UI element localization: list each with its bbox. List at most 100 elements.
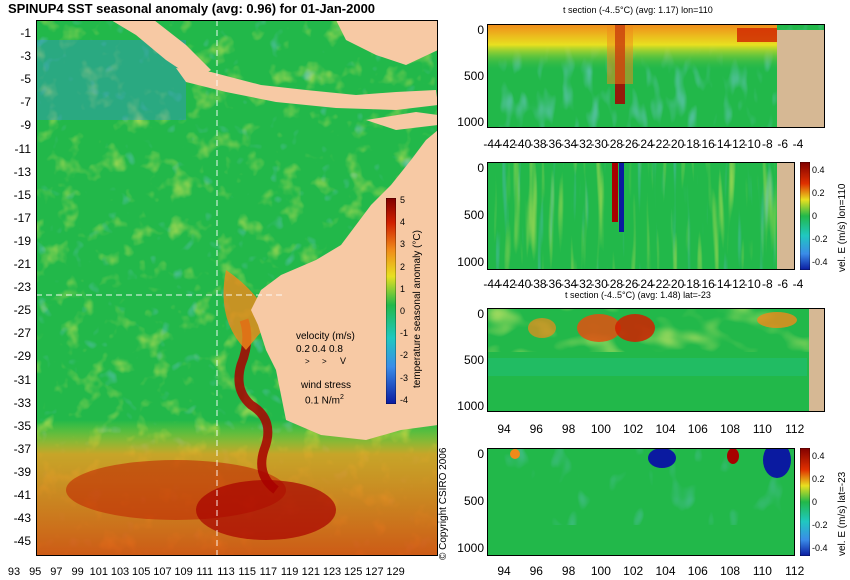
panel3-x-tick-5: 104 <box>655 422 676 436</box>
panel4-x-tick-7: 108 <box>720 564 741 578</box>
panel4-colorbar-label: vel. E (m/s) lat=-23 <box>837 471 848 556</box>
map-y-tick-11: -23 <box>13 280 31 295</box>
map-frame <box>36 20 438 556</box>
panel1-x-tick-5: -34 <box>559 137 578 151</box>
panel3-x-tick-2: 98 <box>561 422 576 436</box>
panel1-x-tick-17: -10 <box>743 137 761 151</box>
panel2-colorbar <box>800 162 810 270</box>
panel2-x-tick-18: -8 <box>762 277 773 291</box>
panel1-x-tick-6: -32 <box>575 137 593 151</box>
panel3-y-tick-0: 0 <box>477 307 484 321</box>
map-x-tick-3: 99 <box>71 566 84 578</box>
copyright-text: © Copyright CSIRO 2006 <box>438 447 449 560</box>
panel4-x-tick-1: 96 <box>529 564 543 578</box>
panel2-land <box>777 162 795 270</box>
sst-map <box>36 20 438 556</box>
map-y-tick-2: -5 <box>20 72 31 87</box>
map-y-tick-7: -15 <box>13 187 31 202</box>
sst-colorbar-tick-6: -1 <box>400 328 409 339</box>
panel2-x-tick-20: -4 <box>792 277 804 291</box>
map-y-tick-21: -43 <box>13 511 31 526</box>
panel1-land <box>777 30 825 128</box>
sst-colorbar-tick-1: 4 <box>400 217 406 228</box>
panel2-x-tick-1: -42 <box>498 277 516 291</box>
panel2-x-tick-10: -24 <box>636 277 654 291</box>
panel4-colorbar-tick-4: -0.4 <box>812 543 828 553</box>
panel3-x-tick-8: 110 <box>752 422 772 436</box>
map-y-tick-18: -37 <box>13 441 31 456</box>
panel1-x-tick-4: -36 <box>544 137 562 151</box>
panel3-x-tick-1: 96 <box>529 422 543 436</box>
panel1-x-tick-10: -24 <box>636 137 654 151</box>
panel2-colorbar-label: vel. E (m/s) lon=110 <box>837 183 848 272</box>
sst-colorbar-tick-8: -3 <box>400 372 409 383</box>
panel2-x-tick-4: -36 <box>544 277 562 291</box>
panel1-x-tick-7: -30 <box>590 137 608 151</box>
panel4-colorbar-tick-0: 0.4 <box>812 451 825 461</box>
land-borneo <box>336 20 438 65</box>
panel3-land <box>809 308 825 412</box>
panel1-y-tick-2: 1000 <box>457 115 484 129</box>
panel2-x-tick-3: -38 <box>529 277 547 291</box>
land-sumatra <box>111 20 211 80</box>
panel2-x-tick-9: -26 <box>621 277 639 291</box>
panel4-colorbar-tick-2: 0 <box>812 497 818 507</box>
map-x-tick-11: 115 <box>238 566 256 578</box>
map-x-tick-2: 97 <box>50 566 63 578</box>
panel4-colorbar <box>800 448 810 556</box>
velocity-arrow-1: > <box>305 357 310 366</box>
panel2-plot <box>487 162 795 270</box>
map-y-tick-16: -33 <box>13 395 31 410</box>
map-coastal-warm <box>223 270 271 350</box>
sst-colorbar-tick-0: 5 <box>400 195 406 205</box>
panel4-y-tick-1: 500 <box>463 494 484 508</box>
sst-colorbar-tick-3: 2 <box>400 261 406 272</box>
velocity-legend-label: velocity (m/s) <box>296 331 355 342</box>
panel4-plot <box>487 448 795 556</box>
panel2-colorbar-tick-3: -0.2 <box>812 234 828 244</box>
map-x-tick-12: 117 <box>259 566 278 578</box>
map-y-tick-17: -35 <box>13 418 31 433</box>
sst-colorbar-tick-5: 0 <box>400 306 406 316</box>
panel2-x-tick-12: -20 <box>666 277 685 291</box>
panel2-colorbar-tick-1: 0.2 <box>812 188 825 198</box>
panel2-y-tick-1: 500 <box>463 208 484 222</box>
map-x-tick-10: 113 <box>217 566 235 578</box>
panel2-x-tick-2: -40 <box>513 277 532 291</box>
map-x-tick-0: 93 <box>7 566 21 578</box>
panel2-x-tick-14: -16 <box>697 277 715 291</box>
sst-colorbar <box>386 198 396 404</box>
panel1-x-tick-12: -20 <box>666 137 685 151</box>
panel1-x-tick-20: -4 <box>792 137 804 151</box>
panel1-x-tick-13: -18 <box>682 137 700 151</box>
panel2-colorbar-tick-2: 0 <box>812 211 818 221</box>
panel1-x-tick-1: -42 <box>498 137 516 151</box>
map-leeuwin-current <box>234 318 279 494</box>
panel3-x-tick-9: 112 <box>785 422 805 436</box>
panel2-x-tick-19: -6 <box>777 277 789 291</box>
map-y-tick-13: -27 <box>13 326 31 341</box>
velocity-legend-value-3: 0.8 <box>329 344 343 355</box>
map-x-tick-5: 103 <box>110 566 130 578</box>
panel4-colorbar-tick-3: -0.2 <box>812 520 828 530</box>
panel1-x-tick-8: -28 <box>605 137 624 151</box>
panel2-colorbar-tick-0: 0.4 <box>812 165 825 175</box>
panel2-x-tick-8: -28 <box>605 277 624 291</box>
map-y-tick-14: -29 <box>13 349 31 364</box>
map-x-tick-7: 107 <box>153 566 172 578</box>
panel4-x-tick-2: 98 <box>561 564 576 578</box>
land-java <box>176 68 438 110</box>
panel4-x-tick-6: 106 <box>687 564 708 578</box>
map-y-tick-4: -9 <box>20 118 31 133</box>
map-y-tick-3: -7 <box>20 95 31 110</box>
panel2-x-tick-5: -34 <box>559 277 578 291</box>
panel2-colorbar-tick-4: -0.4 <box>812 257 828 267</box>
panel3-y-tick-2: 1000 <box>457 399 484 413</box>
panel1-x-tick-3: -38 <box>529 137 547 151</box>
panel3-x-tick-6: 106 <box>687 422 708 436</box>
map-x-tick-14: 121 <box>301 566 320 578</box>
wind-legend-label: wind stress <box>301 380 352 391</box>
panel2-x-tick-11: -22 <box>651 277 669 291</box>
velocity-legend-value-1: 0.2 <box>296 344 310 355</box>
map-y-tick-20: -41 <box>13 488 31 502</box>
